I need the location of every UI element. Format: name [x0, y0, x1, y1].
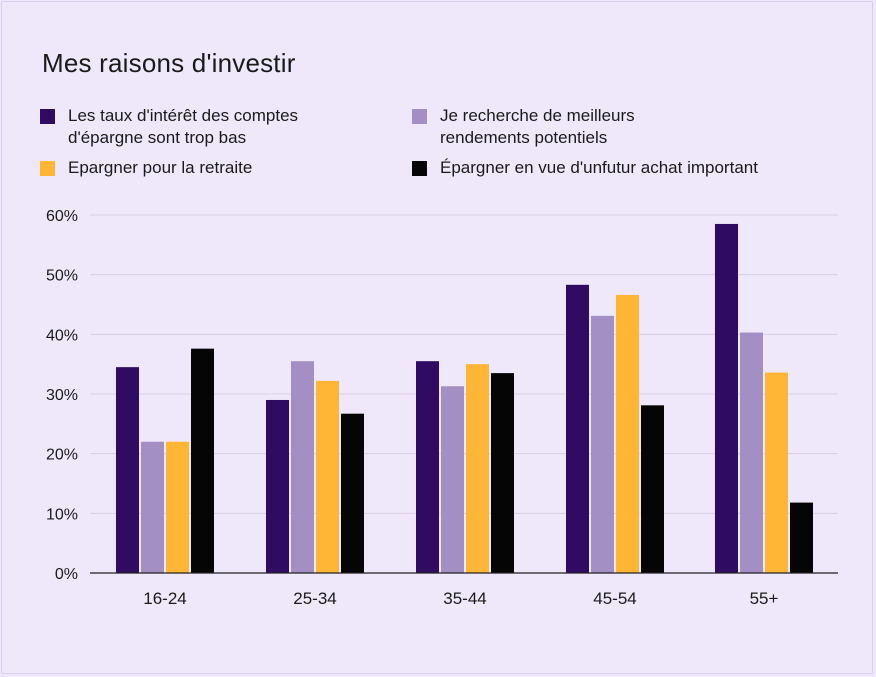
legend-label: Épargner en vue d'unfutur achat importan…: [440, 158, 758, 177]
legend-swatch: [412, 109, 427, 124]
y-tick-label: 20%: [46, 447, 78, 464]
bar-25-34-series-3: [316, 380, 339, 573]
legend-label: Les taux d'intérêt des comptes d'épargne…: [68, 106, 299, 147]
bar-16-24-series-1: [116, 367, 139, 573]
bar-55+-series-4: [790, 502, 813, 573]
bar-35-44-series-1: [416, 361, 439, 573]
y-tick-label: 40%: [46, 327, 78, 344]
bar-45-54-series-2: [591, 315, 614, 573]
x-tick-label: 25-34: [293, 589, 336, 608]
legend-item-retraite: Epargner pour la retraite: [40, 157, 380, 179]
y-tick-label: 50%: [46, 268, 78, 285]
legend-label: Je recherche de meilleurs rendements pot…: [440, 106, 635, 147]
y-tick-label: 30%: [46, 387, 78, 404]
legend-item-rendements: Je recherche de meilleurs rendements pot…: [412, 105, 742, 149]
x-tick-label: 55+: [750, 589, 779, 608]
y-tick-label: 60%: [46, 208, 78, 225]
legend-swatch: [40, 109, 55, 124]
x-tick-label: 16-24: [143, 589, 186, 608]
bar-55+-series-3: [765, 372, 788, 573]
x-tick-label: 45-54: [593, 589, 636, 608]
y-tick-label: 0%: [55, 566, 78, 583]
bar-25-34-series-1: [266, 399, 289, 573]
bar-55+-series-2: [740, 332, 763, 573]
chart-title: Mes raisons d'investir: [42, 48, 296, 78]
bar-16-24-series-3: [166, 441, 189, 573]
bar-16-24-series-4: [191, 348, 214, 573]
bar-35-44-series-2: [441, 386, 464, 573]
bar-45-54-series-1: [566, 284, 589, 573]
legend-swatch: [40, 161, 55, 176]
bar-45-54-series-4: [641, 405, 664, 573]
y-tick-label: 10%: [46, 506, 78, 523]
bar-16-24-series-2: [141, 441, 164, 573]
legend-item-achat: Épargner en vue d'unfutur achat importan…: [412, 157, 852, 179]
legend-item-taux: Les taux d'intérêt des comptes d'épargne…: [40, 105, 380, 149]
bar-25-34-series-4: [341, 413, 364, 573]
x-tick-label: 35-44: [443, 589, 486, 608]
legend-label: Epargner pour la retraite: [68, 158, 253, 177]
bar-55+-series-1: [715, 223, 738, 573]
bar-35-44-series-3: [466, 364, 489, 573]
bar-25-34-series-2: [291, 361, 314, 573]
bar-45-54-series-3: [616, 294, 639, 573]
legend-swatch: [412, 161, 427, 176]
bar-35-44-series-4: [491, 373, 514, 573]
